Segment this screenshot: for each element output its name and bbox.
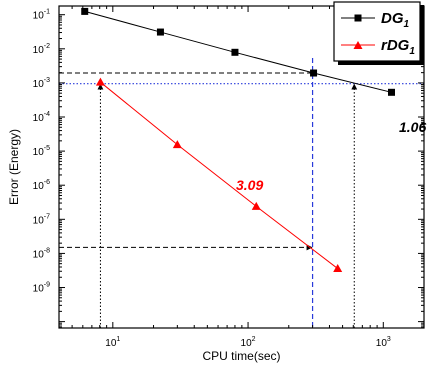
x-axis-title: CPU time(sec) [202, 349, 280, 363]
legend: DG1 rDG1 [333, 1, 424, 65]
x-tick-label: 102 [241, 336, 256, 349]
data-point-dg [231, 48, 239, 56]
legend-marker-dg [354, 14, 362, 22]
data-point-rdg [251, 201, 261, 210]
series-layer [81, 7, 395, 273]
y-tick-label: 10-4 [33, 111, 50, 124]
legend-box [333, 1, 421, 62]
y-tick-label: 10-5 [33, 145, 50, 158]
y-tick-label: 10-8 [33, 247, 50, 260]
y-tick-label: 10-1 [33, 9, 50, 22]
x-tick-label: 103 [376, 336, 391, 349]
series-line-rdg [100, 81, 338, 269]
y-tick-label: 10-3 [33, 77, 50, 90]
data-point-dg [81, 7, 89, 15]
y-axis-title: Error (Energy) [7, 129, 21, 205]
x-tick-label: 101 [105, 336, 120, 349]
ticks: 101 102 103 10-1 10-2 10-3 10-4 10-5 10-6 10-7 10-… [33, 6, 425, 349]
legend-label-rdg: rDG1 [381, 37, 415, 57]
data-point-rdg [333, 264, 343, 273]
data-point-rdg [95, 77, 105, 86]
legend-marker-rdg [353, 41, 363, 49]
slope-label-dg: 1.06 [399, 119, 426, 135]
data-point-dg [156, 28, 164, 36]
y-tick-label: 10-7 [33, 213, 50, 226]
y-tick-label: 10-9 [33, 282, 50, 295]
legend-label-dg: DG1 [381, 10, 410, 30]
y-tick-label: 10-6 [33, 179, 50, 192]
reference-lines [59, 58, 424, 328]
y-tick-label: 10-2 [33, 43, 50, 56]
data-point-dg [310, 69, 318, 77]
data-point-dg [387, 88, 395, 96]
data-point-rdg [172, 140, 182, 149]
slope-label-rdg: 3.09 [236, 177, 263, 193]
